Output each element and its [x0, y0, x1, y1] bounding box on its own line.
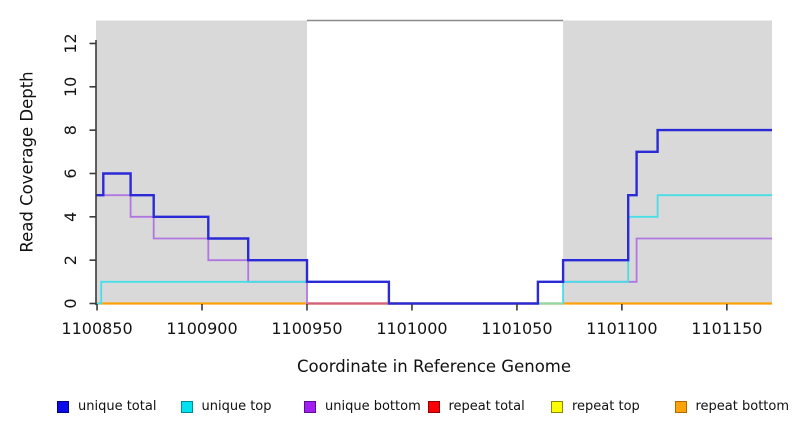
legend-item-unique-bottom: unique bottom: [304, 399, 428, 414]
legend-label: unique bottom: [325, 399, 421, 414]
x-tick-label: 1101150: [691, 319, 762, 338]
series-unique-total: [96, 128, 772, 305]
y-tick-label: 2: [61, 255, 80, 265]
x-tick-label: 1100900: [166, 319, 237, 338]
legend-item-repeat-top: repeat top: [551, 399, 675, 414]
legend-swatch-unique-total: [57, 400, 69, 413]
legend-swatch-unique-top: [180, 400, 193, 413]
legend-item-unique-top: unique top: [180, 399, 305, 414]
legend-item-repeat-bottom: repeat bottom: [674, 399, 792, 414]
legend-item-unique-total: unique total: [57, 399, 181, 414]
y-tick-label: 4: [61, 212, 80, 222]
legend-label: unique top: [201, 399, 272, 414]
x-tick-label: 1101000: [376, 319, 447, 338]
x-tick-label: 1101100: [586, 319, 657, 338]
y-tick-label: 6: [61, 168, 80, 178]
legend-swatch-repeat-bottom: [674, 400, 687, 413]
y-tick-label: 0: [61, 298, 80, 308]
legend-swatch-repeat-total: [427, 400, 440, 413]
legend-label: unique total: [78, 399, 157, 414]
legend-item-repeat-total: repeat total: [427, 399, 552, 414]
y-tick-label: 8: [61, 125, 80, 135]
y-tick-label: 12: [61, 33, 80, 53]
legend-swatch-unique-bottom: [304, 400, 316, 413]
legend-label: repeat bottom: [695, 399, 790, 414]
x-tick-label: 1100850: [61, 319, 132, 338]
legend-swatch-repeat-top: [551, 400, 563, 413]
shaded-region: [563, 20, 772, 304]
y-axis-title: Read Coverage Depth: [17, 71, 37, 253]
legend: unique total unique top unique bottom repea…: [57, 399, 792, 414]
shaded-region: [96, 20, 307, 304]
series-unique-top: [96, 194, 772, 305]
legend-label: repeat top: [572, 399, 640, 414]
legend-label: repeat total: [448, 399, 525, 414]
x-axis-title: Coordinate in Reference Genome: [296, 357, 572, 376]
x-tick-label: 1101050: [481, 319, 552, 338]
x-tick-label: 1100950: [271, 319, 342, 338]
y-tick-label: 10: [61, 77, 80, 97]
